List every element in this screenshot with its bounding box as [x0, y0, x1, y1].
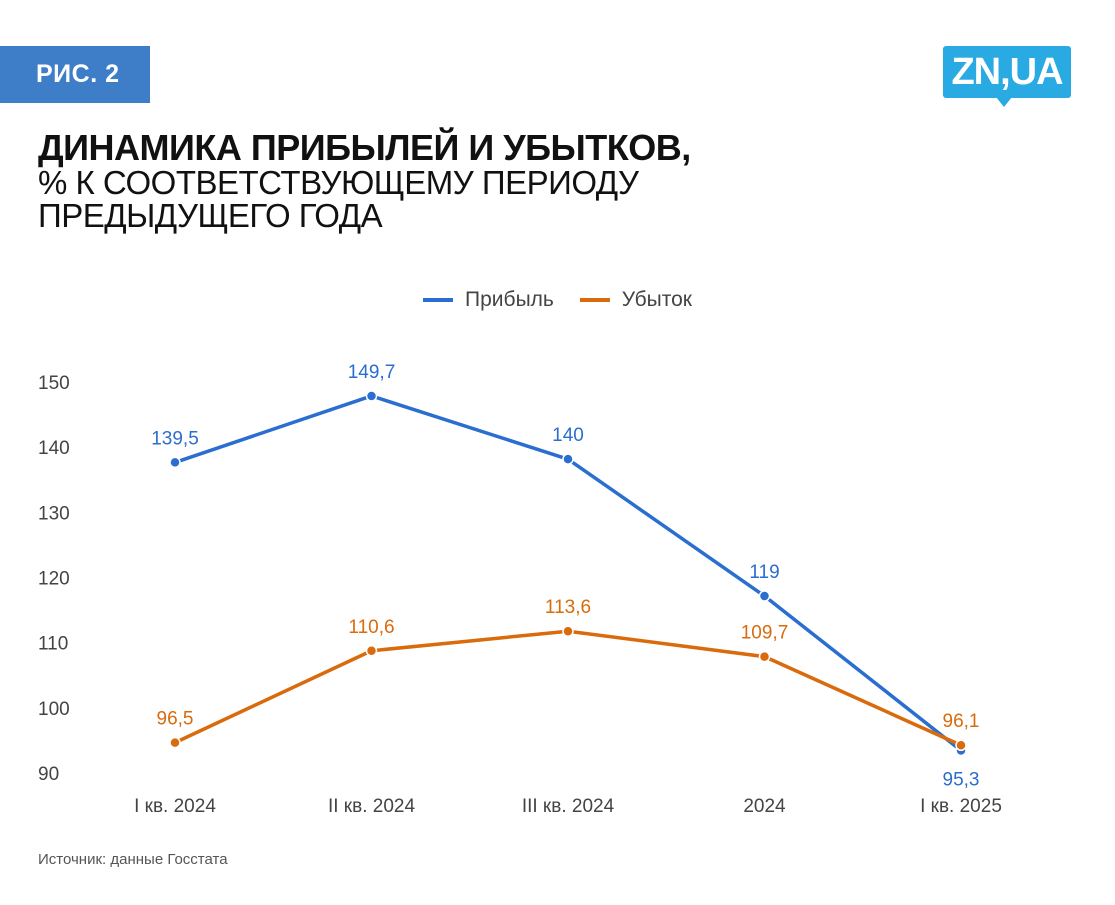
data-label: 119: [749, 562, 779, 583]
data-label: 113,6: [545, 597, 591, 618]
y-tick-label: 100: [38, 699, 70, 720]
series-lines: [174, 394, 963, 752]
series-points: [169, 390, 967, 757]
data-point: [562, 453, 574, 465]
data-point: [169, 736, 181, 749]
data-label: 109,7: [741, 623, 789, 644]
legend-label-profit: Прибыль: [465, 288, 554, 311]
legend-swatch-loss: [579, 298, 610, 302]
data-label: 95,3: [943, 769, 980, 790]
x-axis: I кв. 2024 II кв. 2024 III кв. 2024 2024 I к…: [134, 796, 1002, 817]
chart-title-bold: ДИНАМИКА ПРИБЫЛЕЙ И УБЫТКОВ,: [38, 127, 691, 168]
data-labels: 139,5 149,7 140 119 95,3 96,5 110,6 113,6 109,7 9…: [151, 362, 979, 791]
data-point: [758, 650, 771, 663]
y-tick-label: 120: [38, 569, 70, 590]
series-line-profit: [174, 394, 963, 752]
y-tick-label: 110: [38, 634, 68, 655]
data-label: 139,5: [151, 428, 199, 449]
x-tick-label: II кв. 2024: [328, 796, 416, 817]
y-tick-label: 130: [38, 503, 70, 524]
data-label: 96,5: [157, 709, 194, 730]
x-tick-label: 2024: [743, 796, 786, 817]
chart-legend: Прибыль Убыток: [0, 284, 1115, 312]
x-tick-label: III кв. 2024: [522, 796, 615, 817]
y-tick-label: 150: [38, 373, 70, 394]
data-point: [169, 456, 181, 469]
x-tick-label: I кв. 2025: [920, 796, 1002, 817]
y-tick-label: 140: [38, 438, 70, 459]
figure-number-badge: РИС. 2: [0, 46, 150, 103]
series-line-loss: [174, 629, 962, 747]
data-point: [955, 739, 967, 751]
data-point: [562, 625, 574, 637]
source-note: Источник: данные Госстата: [38, 851, 228, 868]
data-label: 110,6: [348, 617, 394, 638]
data-label: 140: [552, 425, 584, 446]
data-point: [365, 390, 378, 402]
data-label: 96,1: [943, 711, 980, 732]
legend-label-loss: Убыток: [621, 288, 692, 311]
chart-title: ДИНАМИКА ПРИБЫЛЕЙ И УБЫТКОВ, % К СООТВЕТ…: [38, 127, 691, 234]
y-tick-label: 90: [38, 764, 59, 785]
y-axis: 150 140 130 120 110 100 90: [38, 373, 70, 785]
zn-ua-logo: ZN,UA: [943, 46, 1071, 98]
data-label: 149,7: [348, 362, 396, 383]
legend-item-profit: Прибыль: [423, 288, 554, 312]
legend-item-loss: Убыток: [579, 288, 692, 312]
chart-subtitle-line-2: ПРЕДЫДУЩЕГО ГОДА: [38, 197, 383, 234]
data-point: [758, 590, 771, 602]
logo-speech-tail: [996, 97, 1012, 107]
chart-subtitle-line-1: % К СООТВЕТСТВУЮЩЕМУ ПЕРИОДУ: [38, 164, 639, 201]
data-point: [365, 645, 378, 657]
x-tick-label: I кв. 2024: [134, 796, 216, 817]
legend-swatch-profit: [423, 298, 454, 302]
